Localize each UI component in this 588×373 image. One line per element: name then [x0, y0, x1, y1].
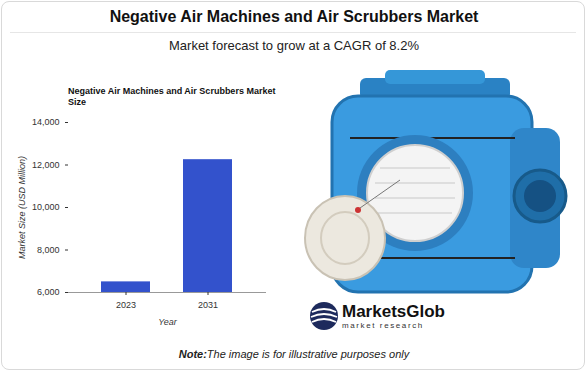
svg-text:14,000: 14,000	[32, 117, 60, 127]
svg-text:12,000: 12,000	[32, 160, 60, 170]
svg-text:2023: 2023	[116, 300, 136, 310]
svg-text:Year: Year	[158, 317, 178, 327]
svg-text:Market Size (USD Million): Market Size (USD Million)	[17, 156, 27, 259]
html-text:MarketsGlob: MarketsGlob	[342, 302, 445, 321]
html-text:market research: market research	[342, 321, 424, 330]
html-text:Note: The image is for illustr: Note: The image is for illustrative purp…	[178, 348, 410, 360]
html-text:Negative Air Machines and Air: Negative Air Machines and Air Scrubbers …	[68, 86, 276, 107]
svg-text:10,000: 10,000	[32, 202, 60, 212]
svg-text:2031: 2031	[198, 300, 218, 310]
svg-text:6,000: 6,000	[37, 287, 60, 297]
html-text:Negative Air Machines and Air: Negative Air Machines and Air Scrubbers …	[109, 8, 479, 25]
html-text:Market forecast to grow at a C: Market forecast to grow at a CAGR of 8.2…	[169, 38, 419, 53]
svg-text:8,000: 8,000	[37, 245, 60, 255]
